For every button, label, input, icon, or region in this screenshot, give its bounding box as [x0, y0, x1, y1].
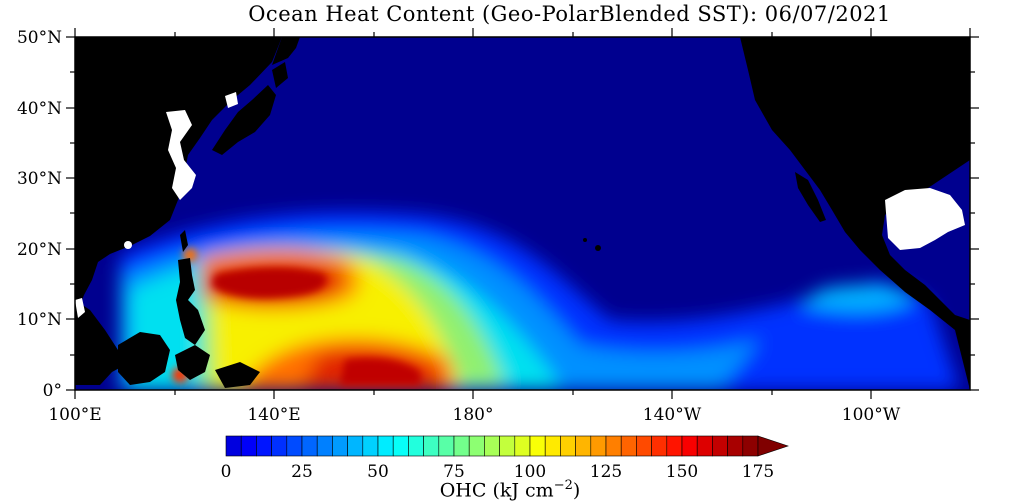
colorbar-segment: [332, 435, 348, 457]
no-data-areas: [75, 92, 965, 318]
colorbar-label-suffix: ): [572, 479, 581, 502]
colorbar-segment: [514, 435, 531, 457]
colorbar-segment: [316, 435, 333, 457]
colorbar-segment: [651, 435, 668, 457]
lat-labels: 50°N 40°N 30°N 20°N 10°N 0°: [17, 28, 62, 401]
colorbar-segment: [605, 435, 622, 457]
colorbar-segment: [423, 435, 440, 457]
colorbar-segment: [408, 435, 424, 457]
colorbar-segment: [453, 435, 470, 457]
colorbar: [225, 435, 789, 457]
colorbar-segment: [499, 435, 516, 457]
colorbar-label-exponent: −2: [553, 478, 573, 493]
colorbar-segment: [362, 435, 379, 457]
colorbar-tick-label: 175: [742, 462, 774, 482]
colorbar-segment: [560, 435, 576, 457]
colorbar-tick-label: 50: [367, 462, 389, 482]
colorbar-segment: [696, 435, 713, 457]
colorbar-tick-label: 0: [221, 462, 232, 482]
colorbar-segment: [742, 435, 759, 457]
colorbar-segment: [681, 435, 698, 457]
lon-label: 140°E: [247, 405, 300, 425]
colorbar-tick-label: 125: [590, 462, 622, 482]
lat-label: 0°: [43, 381, 62, 401]
colorbar-label-prefix: OHC (kJ cm: [439, 479, 554, 502]
colorbar-segment: [225, 435, 242, 457]
lat-label: 20°N: [17, 240, 62, 260]
colorbar-segment: [240, 435, 257, 457]
lon-label: 180°: [453, 405, 494, 425]
lat-ticks: [66, 36, 979, 391]
colorbar-segment: [727, 435, 744, 457]
colorbar-segment: [256, 435, 272, 457]
colorbar-segment: [666, 435, 683, 457]
colorbar-extension-arrow: [757, 435, 789, 457]
colorbar-segment: [484, 435, 500, 457]
colorbar-segment: [271, 435, 288, 457]
colorbar-ticks: 0 25 50 75 100 125 150 175: [221, 462, 775, 482]
colorbar-segment: [544, 435, 561, 457]
colorbar-segment: [286, 435, 303, 457]
lat-label: 10°N: [17, 310, 62, 330]
colorbar-segment: [712, 435, 728, 457]
lon-label: 100°E: [48, 405, 101, 425]
colorbar-segment: [301, 435, 318, 457]
colorbar-tick-label: 75: [443, 462, 465, 482]
lat-label: 40°N: [17, 99, 62, 119]
lat-label: 50°N: [17, 28, 62, 48]
colorbar-tick-label: 150: [666, 462, 698, 482]
colorbar-segment: [590, 435, 607, 457]
lon-ticks: [74, 28, 971, 399]
lon-label: 140°W: [643, 405, 702, 425]
colorbar-label: OHC (kJ cm−2): [300, 478, 720, 501]
colorbar-segment: [377, 435, 394, 457]
lon-labels: 100°E 140°E 180° 140°W 100°W: [48, 405, 900, 425]
colorbar-tick-label: 100: [514, 462, 546, 482]
lon-label: 100°W: [842, 405, 901, 425]
colorbar-segment: [392, 435, 409, 457]
colorbar-tick-label: 25: [291, 462, 313, 482]
colorbar-segment: [438, 435, 455, 457]
ohc-field: [120, 211, 960, 390]
colorbar-segment: [347, 435, 364, 457]
lat-label: 30°N: [17, 169, 62, 189]
colorbar-segment: [636, 435, 652, 457]
colorbar-segment: [620, 435, 637, 457]
colorbar-segment: [529, 435, 546, 457]
map-title: Ocean Heat Content (Geo-PolarBlended SST…: [248, 2, 891, 26]
colorbar-segment: [575, 435, 592, 457]
colorbar-segment: [468, 435, 485, 457]
